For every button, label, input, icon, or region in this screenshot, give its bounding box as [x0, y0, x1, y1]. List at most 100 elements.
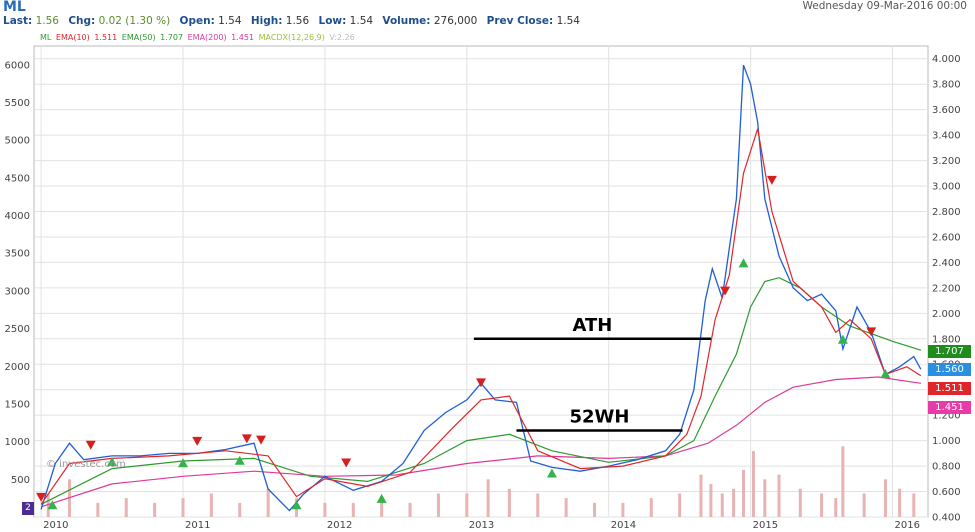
volume-bar: [351, 502, 355, 517]
open-label: Open:: [179, 15, 215, 27]
left-axis-tick-label: 1000: [5, 437, 30, 448]
volume-bar: [709, 484, 713, 517]
low-label: Low:: [318, 15, 347, 27]
price-line: [40, 64, 922, 512]
legend-ema200-value: 1.451: [231, 33, 255, 42]
ema50-badge: 1.707: [928, 345, 971, 358]
sell-signal-marker: [241, 434, 252, 444]
volume-bar: [486, 479, 490, 517]
last-label: Last:: [3, 15, 33, 27]
buy-signal-marker: [47, 500, 58, 510]
right-axis-tick-label: 0.400: [932, 513, 961, 524]
right-axis-tick-label: 3.000: [932, 182, 961, 193]
left-axis-tick-label: 1500: [5, 399, 30, 410]
volume-bar: [46, 493, 50, 517]
legend-ema10-value: 1.511: [94, 33, 118, 42]
x-axis-tick-label: 2016: [895, 520, 920, 531]
x-axis-tick-label: 2014: [611, 520, 636, 531]
chart-legend: ML EMA(10) 1.511 EMA(50) 1.707 EMA(200) …: [40, 33, 357, 42]
volume-bar: [96, 502, 100, 517]
volume-bar: [124, 498, 128, 517]
volume-value: 276,000: [433, 15, 478, 27]
low-value: 1.54: [349, 15, 374, 27]
prev-close-label: Prev Close:: [486, 15, 554, 27]
sell-signal-marker: [36, 492, 47, 502]
high-label: High:: [250, 15, 283, 27]
left-axis-tick-label: 5500: [5, 98, 30, 109]
right-axis-tick-label: 3.800: [932, 80, 961, 91]
right-axis-tick-label: 2.400: [932, 258, 961, 269]
volume-bar: [465, 493, 469, 517]
right-axis-tick-label: 0.800: [932, 462, 961, 473]
sell-signal-marker: [866, 327, 877, 337]
legend-ema50: EMA(50): [121, 33, 156, 42]
right-axis-tick-label: 2.200: [932, 283, 961, 294]
right-axis-tick-label: 2.600: [932, 232, 961, 243]
right-axis-tick-label: 0.600: [932, 487, 961, 498]
volume-bar: [777, 474, 781, 517]
volume-bar: [593, 502, 597, 517]
volume-bar: [862, 493, 866, 517]
volume-bar: [883, 479, 887, 517]
ema10-badge: 1.511: [928, 382, 971, 395]
volume-bar: [323, 502, 327, 517]
x-axis-tick-label: 2010: [43, 520, 68, 531]
right-axis-tick-label: 3.400: [932, 131, 961, 142]
legend-ema50-value: 1.707: [160, 33, 184, 42]
volume-bar: [720, 493, 724, 517]
buy-signal-marker: [376, 493, 387, 503]
left-axis-tick-label: 3000: [5, 286, 30, 297]
52wh-label: 52WH: [570, 406, 630, 427]
buy-signal-marker: [234, 455, 245, 465]
ath-label: ATH: [572, 315, 612, 336]
volume-bar: [834, 498, 838, 517]
ticker-symbol: ML: [3, 0, 26, 15]
ema10-line: [40, 128, 922, 505]
buy-signal-marker: [291, 500, 302, 510]
buy-signal-marker: [178, 458, 188, 468]
volume-bar: [751, 451, 755, 517]
sell-signal-marker: [720, 286, 731, 296]
left-axis-tick-label: 6000: [5, 60, 30, 71]
volume-bar: [798, 488, 802, 517]
volume-bar: [536, 493, 540, 517]
quote-date: Wednesday 09-Mar-2016 00:00: [802, 0, 967, 12]
right-axis-tick-label: 2.800: [932, 207, 961, 218]
quote-header: ML Wednesday 09-Mar-2016 00:00 Last: 1.5…: [0, 0, 975, 32]
right-axis-tick-label: 1.800: [932, 334, 961, 345]
volume-bar: [898, 488, 902, 517]
legend-ticker: ML: [40, 33, 52, 42]
change-value: 0.02 (1.30 %): [98, 15, 171, 27]
sell-signal-marker: [766, 175, 777, 185]
volume-bar: [181, 498, 185, 517]
left-axis-tick-label: 3500: [5, 249, 30, 260]
change-label: Chg:: [68, 15, 96, 27]
volume-bar: [209, 493, 213, 517]
volume-bar: [763, 479, 767, 517]
left-axis-tick-label: 4500: [5, 173, 30, 184]
volume-bar: [820, 493, 824, 517]
right-axis-tick-label: 4.000: [932, 54, 961, 65]
ema200-line: [40, 376, 921, 508]
volume-bar: [742, 469, 746, 517]
volume-bar: [678, 493, 682, 517]
volume-pane-badge: 2: [22, 502, 34, 515]
x-axis-tick-label: 2015: [753, 520, 778, 531]
buy-signal-marker: [546, 468, 557, 478]
x-axis-tick-label: 2011: [185, 520, 210, 531]
right-axis-tick-label: 1.200: [932, 411, 961, 422]
legend-ema200: EMA(200): [187, 33, 227, 42]
sell-signal-marker: [256, 435, 267, 445]
volume-bar: [912, 493, 916, 517]
volume-bar: [238, 502, 242, 517]
sell-signal-marker: [341, 458, 352, 468]
x-axis-tick-label: 2012: [327, 520, 352, 531]
left-axis-tick-label: 4000: [5, 211, 30, 222]
buy-signal-marker: [107, 456, 118, 466]
volume-bar: [153, 502, 157, 517]
buy-signal-marker: [880, 369, 891, 379]
volume-bar: [621, 502, 625, 517]
x-axis-tick-label: 2013: [469, 520, 494, 531]
volume-bar: [841, 446, 845, 517]
